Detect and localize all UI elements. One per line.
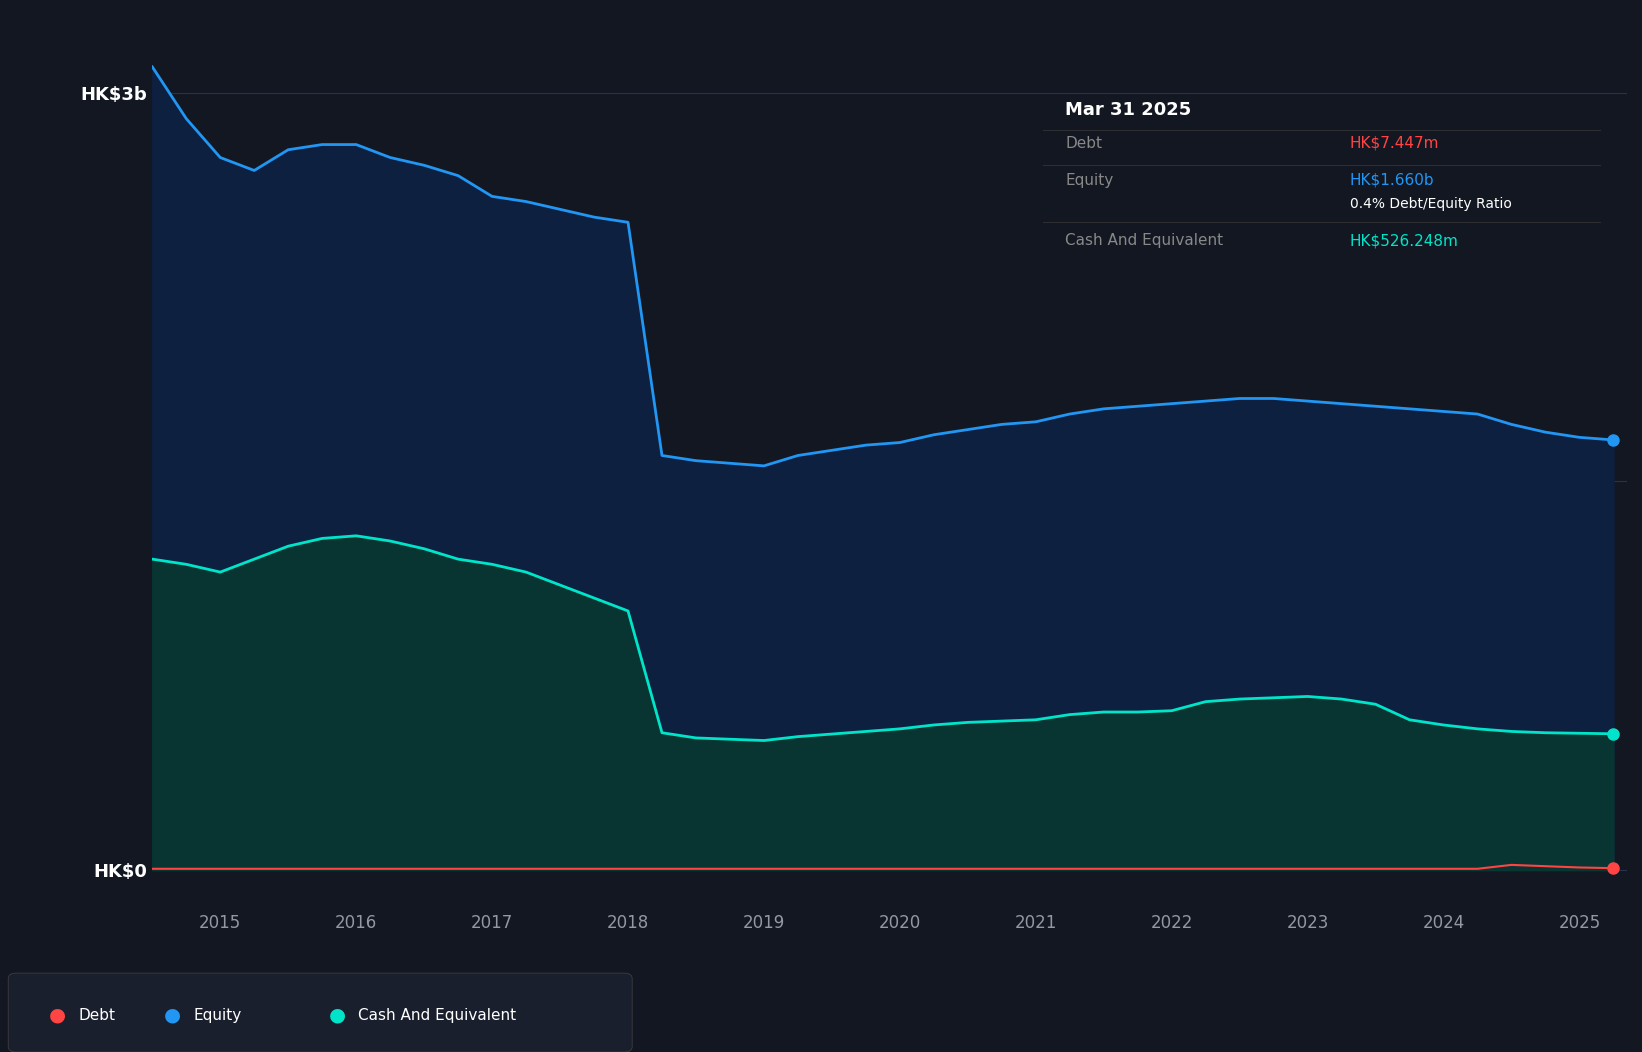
- Text: Debt: Debt: [79, 1008, 117, 1023]
- Text: Cash And Equivalent: Cash And Equivalent: [358, 1008, 516, 1023]
- Text: Equity: Equity: [194, 1008, 241, 1023]
- Text: ●: ●: [164, 1006, 181, 1025]
- Text: HK$7.447m: HK$7.447m: [1350, 136, 1440, 150]
- Text: Cash And Equivalent: Cash And Equivalent: [1066, 234, 1223, 248]
- Text: Cash And Equivalent: Cash And Equivalent: [358, 1008, 516, 1023]
- Text: Equity: Equity: [194, 1008, 241, 1023]
- Text: HK$1.660b: HK$1.660b: [1350, 173, 1435, 187]
- Text: Mar 31 2025: Mar 31 2025: [1066, 101, 1190, 119]
- Text: Debt: Debt: [1066, 136, 1102, 150]
- Text: ●: ●: [164, 1006, 181, 1025]
- Text: 0.4% Debt/Equity Ratio: 0.4% Debt/Equity Ratio: [1350, 197, 1512, 211]
- Text: Debt: Debt: [79, 1008, 117, 1023]
- Text: ●: ●: [49, 1006, 66, 1025]
- Text: ●: ●: [328, 1006, 345, 1025]
- Text: HK$526.248m: HK$526.248m: [1350, 234, 1458, 248]
- Text: ●: ●: [328, 1006, 345, 1025]
- Text: ●: ●: [49, 1006, 66, 1025]
- Text: Equity: Equity: [1066, 173, 1113, 187]
